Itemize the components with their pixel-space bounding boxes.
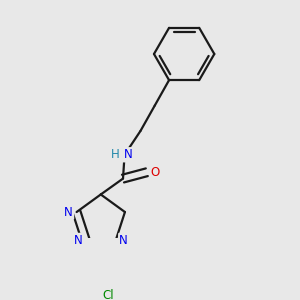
Text: H: H (111, 148, 119, 161)
Text: Cl: Cl (102, 289, 113, 300)
Text: N: N (123, 148, 132, 161)
Text: N: N (119, 234, 128, 247)
Text: O: O (150, 166, 159, 179)
Text: N: N (74, 234, 82, 247)
Text: N: N (64, 206, 73, 218)
